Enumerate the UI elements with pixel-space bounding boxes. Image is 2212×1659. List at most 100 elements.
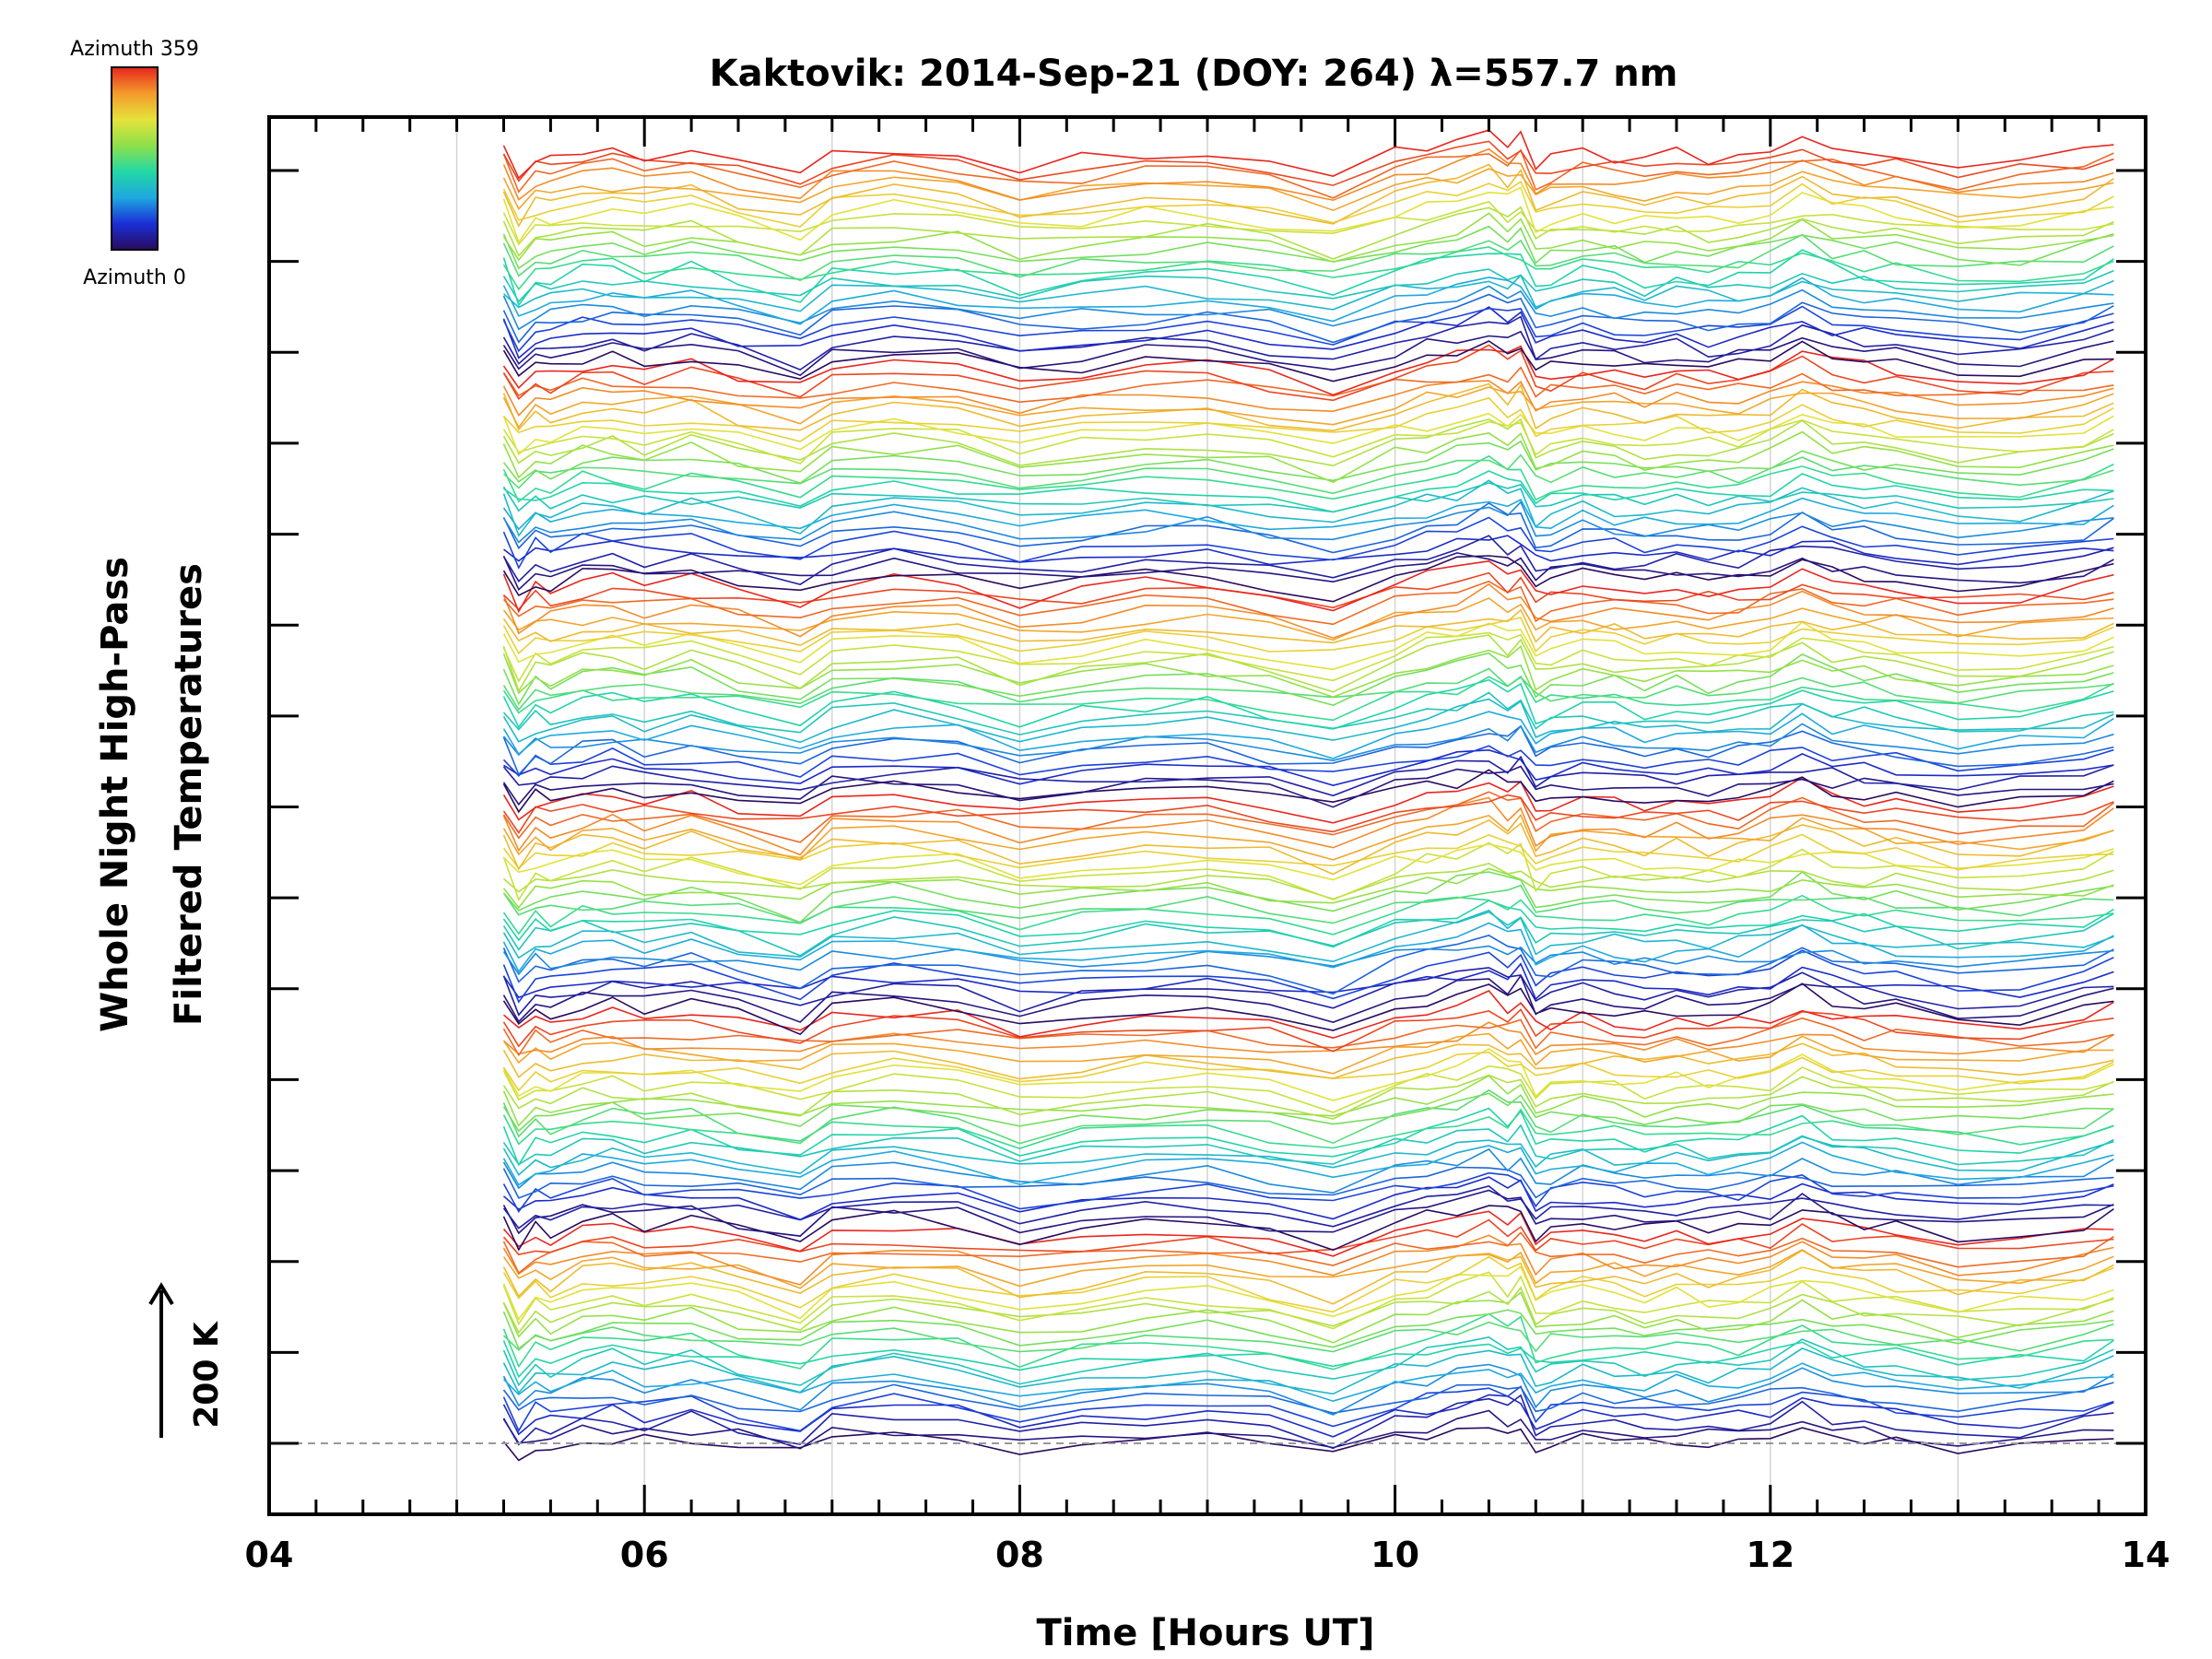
series-line bbox=[502, 418, 2114, 467]
series-line bbox=[502, 1362, 2114, 1403]
series-line bbox=[502, 1321, 2114, 1353]
series-line bbox=[502, 909, 2114, 963]
series-line bbox=[502, 1107, 2114, 1167]
series-line bbox=[502, 755, 2114, 797]
series-line bbox=[502, 1021, 2114, 1055]
series-line bbox=[502, 833, 2114, 871]
series-group bbox=[502, 129, 2114, 1462]
series-line bbox=[502, 430, 2114, 484]
series-line bbox=[502, 276, 2114, 325]
series-line bbox=[502, 867, 2114, 910]
series-line bbox=[502, 206, 2114, 260]
series-line bbox=[502, 535, 2114, 585]
series-line bbox=[502, 1075, 2114, 1127]
series-line bbox=[502, 453, 2114, 495]
series-line bbox=[502, 1065, 2114, 1113]
series-line bbox=[502, 796, 2114, 856]
colorbar: Azimuth 359 Azimuth 0 bbox=[70, 38, 199, 289]
series-line bbox=[502, 691, 2114, 735]
series-line bbox=[502, 935, 2114, 995]
series-line bbox=[502, 1210, 2114, 1257]
series-line bbox=[502, 274, 2114, 312]
series-line bbox=[502, 418, 2114, 465]
series-line bbox=[502, 621, 2114, 671]
series-line bbox=[502, 559, 2114, 614]
scale-arrow-head bbox=[148, 1282, 174, 1306]
series-line bbox=[502, 1409, 2114, 1450]
series-line bbox=[502, 200, 2114, 246]
colorbar-bottom-label: Azimuth 0 bbox=[83, 266, 186, 289]
series-line bbox=[502, 212, 2114, 264]
series-line bbox=[502, 396, 2114, 442]
series-line bbox=[502, 386, 2114, 429]
series-line bbox=[502, 330, 2114, 377]
series-line bbox=[502, 1032, 2114, 1075]
series-line bbox=[502, 1051, 2114, 1092]
series-line bbox=[502, 516, 2114, 570]
series-line bbox=[502, 911, 2114, 957]
y-axis-ticks bbox=[269, 169, 2146, 1445]
offset-scale-indicator: 200 K bbox=[148, 1282, 226, 1438]
series-line bbox=[502, 1017, 2114, 1057]
series-line bbox=[502, 571, 2114, 611]
series-line bbox=[502, 233, 2114, 282]
chart-title: Kaktovik: 2014-Sep-21 (DOY: 264) λ=557.7… bbox=[710, 53, 1678, 95]
series-line bbox=[502, 382, 2114, 432]
series-line bbox=[502, 497, 2114, 531]
series-line bbox=[502, 813, 2114, 861]
series-line bbox=[502, 1185, 2114, 1230]
series-line bbox=[502, 745, 2114, 778]
series-line bbox=[502, 1088, 2114, 1145]
series-line bbox=[502, 366, 2114, 404]
series-line bbox=[502, 945, 2114, 976]
series-line bbox=[502, 186, 2114, 244]
series-line bbox=[502, 225, 2114, 270]
series-line bbox=[502, 1394, 2114, 1438]
series-line bbox=[502, 1234, 2114, 1286]
series-line bbox=[502, 552, 2114, 592]
series-line bbox=[502, 293, 2114, 344]
series-line bbox=[502, 340, 2114, 382]
series-line bbox=[502, 1166, 2114, 1199]
colorbar-swatch bbox=[111, 66, 159, 251]
series-line bbox=[502, 580, 2114, 626]
series-line bbox=[502, 724, 2114, 776]
series-line bbox=[502, 285, 2114, 331]
series-line bbox=[502, 1092, 2114, 1133]
series-line bbox=[503, 535, 2114, 566]
series-line bbox=[502, 1176, 2114, 1221]
series-line bbox=[502, 769, 2114, 814]
series-line bbox=[502, 1249, 2114, 1289]
series-line bbox=[502, 675, 2114, 722]
series-line bbox=[502, 147, 2114, 202]
series-line bbox=[502, 345, 2114, 396]
series-line bbox=[502, 894, 2114, 935]
series-line bbox=[502, 129, 2114, 180]
series-line bbox=[502, 871, 2114, 924]
series-line bbox=[502, 597, 2114, 641]
series-line bbox=[502, 1048, 2114, 1101]
series-line bbox=[502, 1291, 2114, 1344]
series-line bbox=[502, 148, 2114, 199]
x-tick-label: 04 bbox=[245, 1535, 294, 1575]
y-axis-label-line1: Whole Night High-Pass bbox=[94, 557, 136, 1032]
series-line bbox=[502, 140, 2114, 186]
series-line bbox=[502, 344, 2114, 402]
series-line bbox=[502, 1189, 2114, 1237]
series-line bbox=[502, 1347, 2114, 1395]
series-line bbox=[502, 440, 2114, 484]
series-line bbox=[502, 678, 2114, 730]
series-line bbox=[502, 1394, 2114, 1450]
series-line bbox=[502, 962, 2114, 1001]
series-line bbox=[502, 608, 2114, 647]
series-line bbox=[502, 1042, 2114, 1080]
series-line bbox=[502, 168, 2114, 212]
series-line bbox=[502, 1147, 2114, 1194]
series-line bbox=[502, 380, 2114, 417]
series-line bbox=[502, 1218, 2114, 1256]
series-line bbox=[502, 268, 2114, 303]
series-line bbox=[502, 723, 2114, 762]
series-line bbox=[502, 1286, 2114, 1335]
series-line bbox=[502, 412, 2114, 456]
